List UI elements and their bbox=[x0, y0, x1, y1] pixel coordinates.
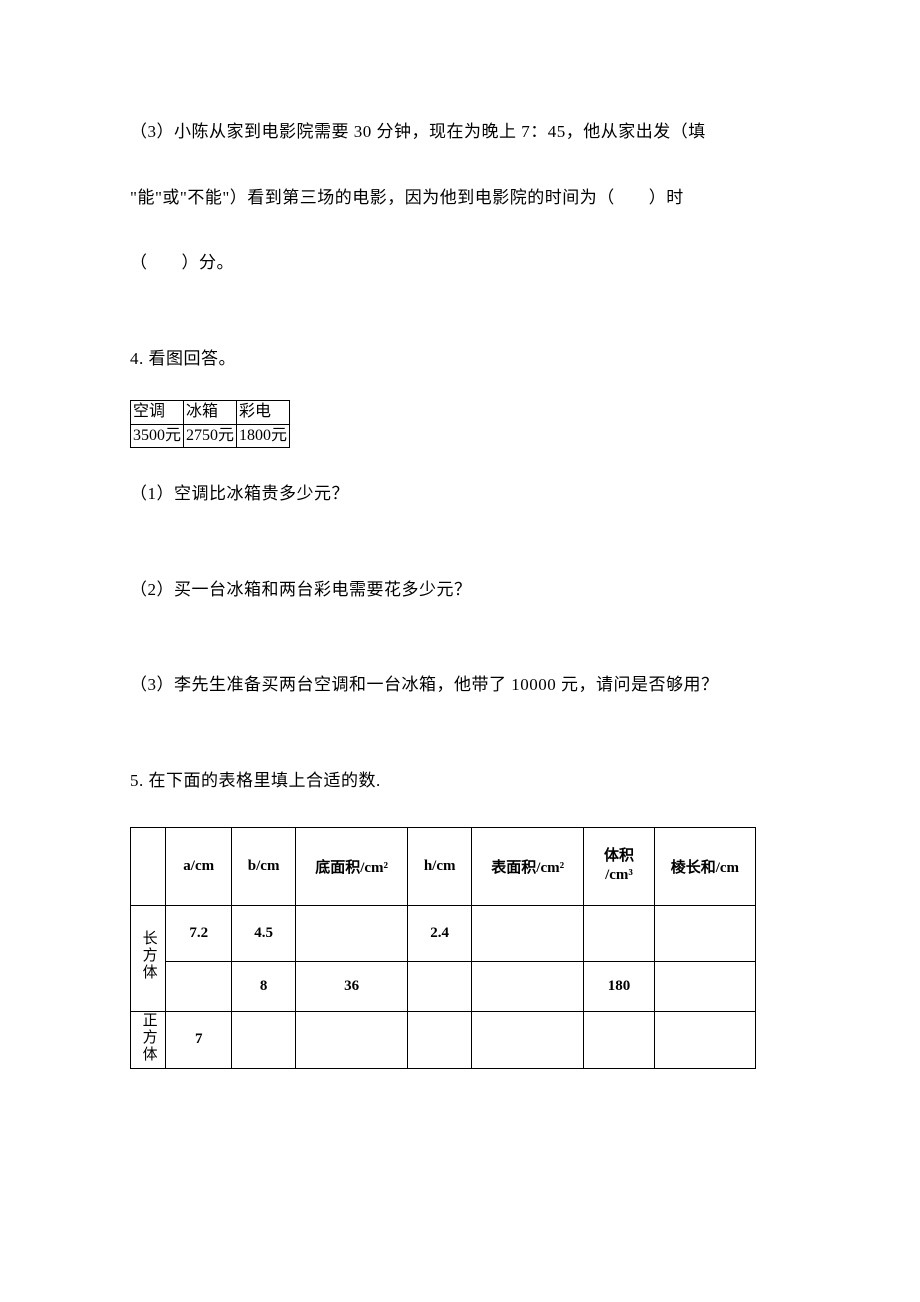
q4-title: 4. 看图回答。 bbox=[130, 335, 790, 383]
cell-surf bbox=[472, 1011, 584, 1068]
cell-h bbox=[408, 1011, 472, 1068]
price-value-fridge: 2750元 bbox=[184, 424, 237, 447]
document-page: （3）小陈从家到电影院需要 30 分钟，现在为晚上 7：45，他从家出发（填 "… bbox=[0, 0, 920, 1129]
q3-text-3a: （ bbox=[130, 253, 148, 272]
cell-a: 7.2 bbox=[166, 905, 232, 961]
cell-vol bbox=[584, 905, 654, 961]
q3-text-2b: ）时 bbox=[649, 188, 684, 207]
spacer bbox=[130, 631, 790, 661]
table-row: 正方体 7 bbox=[131, 1011, 756, 1068]
price-header-tv: 彩电 bbox=[237, 401, 290, 424]
cell-h: 2.4 bbox=[408, 905, 472, 961]
table-row: 空调 冰箱 彩电 bbox=[131, 401, 290, 424]
geom-header-surface: 表面积/cm² bbox=[472, 827, 584, 905]
cell-a: 7 bbox=[166, 1011, 232, 1068]
cell-edge bbox=[654, 961, 755, 1011]
q3-line3: （ ）分。 bbox=[130, 239, 790, 287]
price-value-ac: 3500元 bbox=[131, 424, 184, 447]
row-label-cube: 正方体 bbox=[131, 1011, 166, 1068]
table-row: a/cm b/cm 底面积/cm² h/cm 表面积/cm² 体积 /cm³ 棱… bbox=[131, 827, 756, 905]
geom-header-base: 底面积/cm² bbox=[296, 827, 408, 905]
geom-header-volume-b: /cm³ bbox=[605, 867, 633, 883]
cell-b bbox=[232, 1011, 296, 1068]
price-table: 空调 冰箱 彩电 3500元 2750元 1800元 bbox=[130, 400, 290, 448]
cell-surf bbox=[472, 961, 584, 1011]
spacer bbox=[130, 305, 790, 335]
q3-text-2a: "能"或"不能"）看到第三场的电影，因为他到电影院的时间为（ bbox=[130, 188, 615, 207]
cell-a bbox=[166, 961, 232, 1011]
q3-line2: "能"或"不能"）看到第三场的电影，因为他到电影院的时间为（ ）时 bbox=[130, 174, 790, 222]
geom-header-blank bbox=[131, 827, 166, 905]
cell-vol bbox=[584, 1011, 654, 1068]
q4-sub3: （3）李先生准备买两台空调和一台冰箱，他带了 10000 元，请问是否够用？ bbox=[130, 661, 790, 709]
geom-header-b: b/cm bbox=[232, 827, 296, 905]
spacer bbox=[130, 536, 790, 566]
q3-text-3b: ）分。 bbox=[182, 253, 235, 272]
table-row: 8 36 180 bbox=[131, 961, 756, 1011]
geom-header-a: a/cm bbox=[166, 827, 232, 905]
cell-b: 8 bbox=[232, 961, 296, 1011]
q5-title: 5. 在下面的表格里填上合适的数. bbox=[130, 757, 790, 805]
q4-sub2: （2）买一台冰箱和两台彩电需要花多少元？ bbox=[130, 566, 790, 614]
geom-header-h: h/cm bbox=[408, 827, 472, 905]
price-header-fridge: 冰箱 bbox=[184, 401, 237, 424]
price-value-tv: 1800元 bbox=[237, 424, 290, 447]
q3-blank-hour bbox=[615, 174, 649, 222]
row-label-cube-text: 正方体 bbox=[141, 1012, 156, 1063]
price-header-ac: 空调 bbox=[131, 401, 184, 424]
cell-surf bbox=[472, 905, 584, 961]
table-row: 长方体 7.2 4.5 2.4 bbox=[131, 905, 756, 961]
q3-text-1: （3）小陈从家到电影院需要 30 分钟，现在为晚上 7：45，他从家出发（填 bbox=[130, 122, 706, 141]
cell-base bbox=[296, 1011, 408, 1068]
cell-base: 36 bbox=[296, 961, 408, 1011]
cell-vol: 180 bbox=[584, 961, 654, 1011]
geom-header-edges: 棱长和/cm bbox=[654, 827, 755, 905]
cell-edge bbox=[654, 905, 755, 961]
row-label-cuboid-text: 长方体 bbox=[141, 930, 156, 981]
q3-blank-minute bbox=[148, 239, 182, 287]
cell-base bbox=[296, 905, 408, 961]
q4-sub1: （1）空调比冰箱贵多少元？ bbox=[130, 470, 790, 518]
cell-b: 4.5 bbox=[232, 905, 296, 961]
geometry-table: a/cm b/cm 底面积/cm² h/cm 表面积/cm² 体积 /cm³ 棱… bbox=[130, 827, 756, 1069]
cell-edge bbox=[654, 1011, 755, 1068]
q3-line1: （3）小陈从家到电影院需要 30 分钟，现在为晚上 7：45，他从家出发（填 bbox=[130, 108, 790, 156]
row-label-cuboid: 长方体 bbox=[131, 905, 166, 1011]
table-row: 3500元 2750元 1800元 bbox=[131, 424, 290, 447]
geom-header-volume: 体积 /cm³ bbox=[584, 827, 654, 905]
cell-h bbox=[408, 961, 472, 1011]
spacer bbox=[130, 727, 790, 757]
geom-header-volume-a: 体积 bbox=[604, 848, 634, 864]
